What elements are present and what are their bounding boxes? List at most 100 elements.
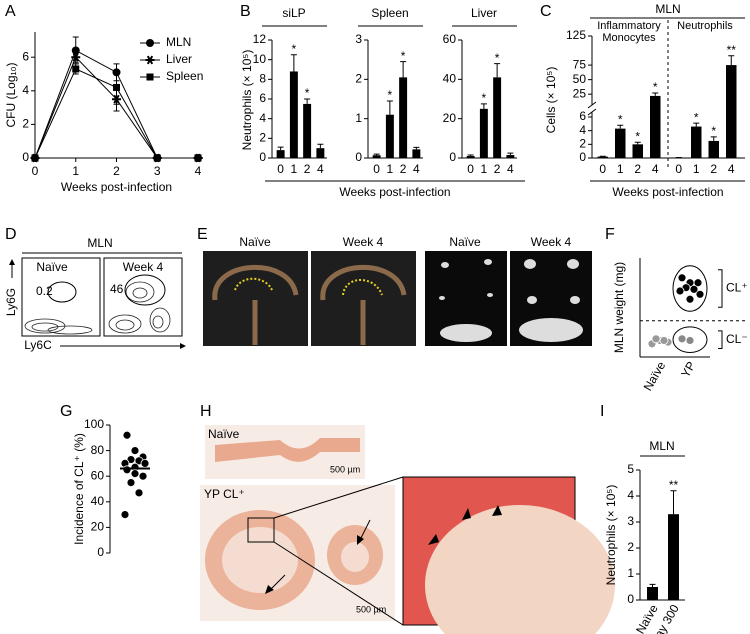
gate-value: 46 [110, 282, 124, 296]
error-bar [467, 154, 474, 157]
subplot-title: siLP [282, 6, 305, 20]
y-tick-label: 1 [355, 111, 362, 125]
subplot-title: Spleen [371, 6, 408, 20]
axis-label: Neutrophils (× 10⁵) [240, 50, 254, 151]
axis-label: Weeks post-infection [612, 185, 723, 199]
error-bar [400, 61, 407, 78]
bar [615, 128, 626, 158]
dot [651, 334, 661, 344]
y-tick-label: 0 [449, 150, 456, 164]
panel-e: E Naïve Week 4 Naïve Week 4 [197, 226, 592, 346]
error-bar [304, 98, 311, 104]
y-tick-label: 40 [91, 494, 105, 508]
dot [140, 458, 150, 468]
annotation: * [305, 86, 310, 100]
dot [693, 278, 703, 288]
sample-label: Naïve [36, 260, 68, 274]
y-tick-label: 2 [22, 117, 29, 131]
y-tick-label: 4 [259, 111, 266, 125]
photo-label: Naïve [449, 235, 481, 249]
error-bar [693, 122, 700, 127]
dot [134, 488, 144, 498]
error-bar [494, 63, 501, 78]
y-tick-label: 6 [22, 49, 29, 63]
y-tick-label: 60 [443, 32, 457, 46]
dot [695, 289, 705, 299]
arrow-head [9, 259, 15, 265]
dot [138, 471, 148, 481]
y-tick-label: 0 [579, 150, 586, 164]
bar [479, 108, 488, 158]
axis-label: Incidence of CL⁺ (%) [72, 433, 86, 545]
error-bar [617, 124, 624, 129]
x-tick-label: 1 [387, 162, 394, 176]
axis-break [587, 101, 597, 116]
annotation: * [388, 88, 393, 102]
tissue [215, 438, 360, 462]
y-tick-label: 5 [627, 462, 634, 476]
marker [113, 83, 120, 91]
y-tick-label: 2 [627, 540, 634, 554]
x-tick-label: 1 [617, 162, 624, 176]
error-bar [317, 143, 324, 149]
y-tick-label: 100 [84, 417, 104, 431]
axis-label: Weeks post-infection [61, 180, 172, 194]
tissue [212, 264, 407, 345]
dot [122, 465, 132, 475]
error-bar [290, 54, 297, 72]
bar [708, 140, 719, 158]
group-title: Inflammatory Monocytes [597, 20, 661, 44]
group-outline [672, 265, 708, 312]
panel-letter: C [540, 3, 552, 20]
dot [689, 284, 699, 294]
y-tick-label: 3 [355, 32, 362, 46]
image-label: Naïve [208, 427, 240, 441]
marker [194, 154, 202, 162]
annotation: * [495, 51, 500, 65]
panel-title: MLN [655, 2, 680, 16]
error-bar [480, 103, 487, 109]
error-bar [386, 100, 393, 115]
y-tick-label: 0 [355, 150, 362, 164]
bar [493, 77, 502, 158]
gate [47, 281, 77, 303]
dot [126, 478, 136, 488]
x-tick-label: 4 [195, 164, 202, 178]
panel-letter: F [605, 226, 615, 243]
error-bar [670, 490, 677, 515]
sample-label: Week 4 [123, 260, 164, 274]
subplot-title: Liver [471, 6, 497, 20]
zoom-line [273, 476, 404, 519]
y-tick-label: 20 [91, 520, 105, 534]
y-tick-label: 6 [259, 91, 266, 105]
contours [24, 281, 171, 335]
x-tick-label: 3 [154, 164, 161, 178]
annotation: * [694, 110, 699, 124]
error-bar [649, 583, 656, 587]
marker [72, 65, 80, 73]
zoom-box [247, 517, 275, 543]
axis-label: Ly6C [24, 338, 52, 352]
tissue [341, 542, 369, 572]
annotation: * [401, 49, 406, 63]
bar [385, 114, 394, 158]
group-label: CL⁺ [726, 281, 748, 295]
error-bar [634, 141, 641, 145]
y-tick-label: 75 [573, 57, 587, 71]
dot [675, 286, 685, 296]
zoom-line [273, 541, 404, 626]
x-tick-label: 0 [467, 162, 474, 176]
y-tick-label: 10 [253, 52, 267, 66]
y-tick-label: 0 [22, 150, 29, 164]
y-tick-label: 60 [91, 468, 105, 482]
bar [276, 150, 285, 158]
error-bar [728, 55, 735, 66]
bar [726, 65, 737, 158]
axis-label: Neutrophils (× 10⁵) [604, 485, 618, 586]
y-tick-label: 125 [566, 28, 586, 42]
scale-bar: 500 µm [330, 464, 360, 474]
x-tick-label: 2 [634, 162, 641, 176]
x-tick-label: 0 [277, 162, 284, 176]
axis-label: MLN weight (mg) [612, 262, 626, 353]
